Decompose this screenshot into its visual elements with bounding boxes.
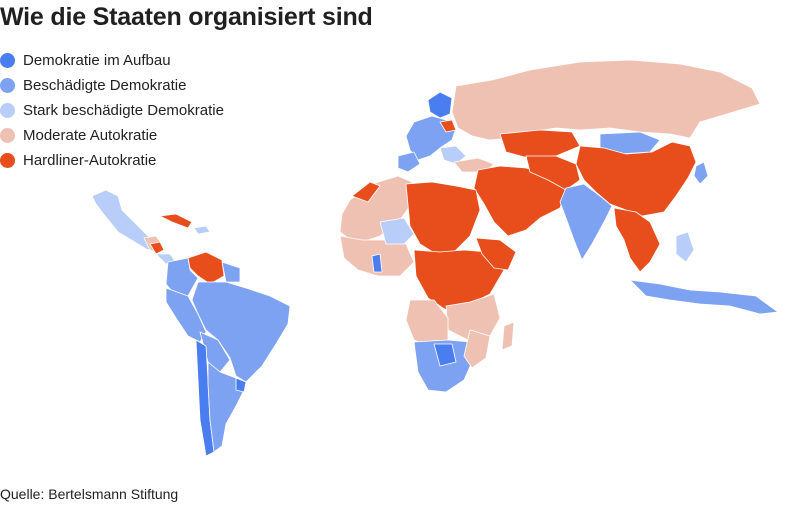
region-uruguay <box>235 377 247 393</box>
region-venezuela <box>187 251 225 285</box>
legend-label: Moderate Autokratie <box>23 127 158 144</box>
region-nicaragua <box>149 241 165 255</box>
region-morocco <box>351 181 381 203</box>
region-belarus <box>439 119 457 133</box>
region-middle-east <box>473 165 567 237</box>
legend-item-beschaedigte-demokratie: Beschädigte Demokratie <box>0 73 224 98</box>
legend-item-moderate-autokratie: Moderate Autokratie <box>0 123 224 148</box>
region-guyanas <box>221 261 241 283</box>
region-central-asia <box>525 155 581 191</box>
legend-swatch <box>0 53 15 68</box>
region-indonesia <box>629 279 779 315</box>
region-southeast-asia <box>613 207 661 273</box>
region-mozambique <box>463 329 491 369</box>
region-colombia <box>165 257 199 297</box>
region-madagascar <box>501 321 515 351</box>
region-brazil <box>191 281 291 383</box>
region-horn-of-africa <box>475 237 517 271</box>
legend-swatch <box>0 103 15 118</box>
legend-swatch <box>0 128 15 143</box>
region-southern-africa <box>413 339 473 393</box>
region-ghana <box>371 253 383 273</box>
region-east-africa <box>445 293 501 341</box>
legend-label: Hardliner-Autokratie <box>23 152 157 169</box>
legend: Demokratie im Aufbau Beschädigte Demokra… <box>0 48 224 173</box>
region-philippines <box>675 231 695 263</box>
legend-item-stark-beschaedigte-demokratie: Stark beschädigte Demokratie <box>0 98 224 123</box>
region-balkans <box>439 145 467 165</box>
legend-label: Beschädigte Demokratie <box>23 77 187 94</box>
legend-label: Demokratie im Aufbau <box>23 52 171 69</box>
region-india <box>559 183 613 261</box>
region-scandinavia <box>427 91 453 119</box>
map-title: Wie die Staaten organisiert sind <box>0 3 373 31</box>
legend-label: Stark beschädigte Demokratie <box>23 102 224 119</box>
legend-item-demokratie-im-aufbau: Demokratie im Aufbau <box>0 48 224 73</box>
source-note: Quelle: Bertelsmann Stiftung <box>0 486 179 502</box>
region-botswana <box>433 343 457 367</box>
region-cuba <box>159 213 193 229</box>
legend-swatch <box>0 153 15 168</box>
region-hispaniola <box>193 225 211 235</box>
region-china <box>575 141 697 217</box>
region-central-africa <box>413 249 505 311</box>
region-japan-korea <box>693 161 709 185</box>
region-russia <box>451 59 761 141</box>
legend-item-hardliner-autokratie: Hardliner-Autokratie <box>0 148 224 173</box>
region-iberia <box>397 151 421 173</box>
region-west-africa-demo <box>379 217 415 245</box>
world-map <box>91 59 779 457</box>
region-north-africa-east <box>405 181 481 255</box>
legend-swatch <box>0 78 15 93</box>
region-kazakhstan <box>499 129 581 159</box>
